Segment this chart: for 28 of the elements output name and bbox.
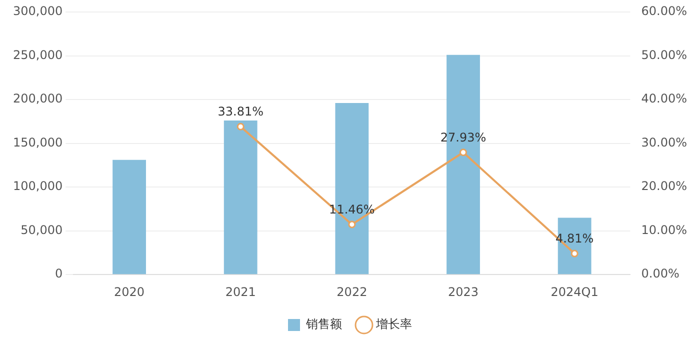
y-tick-label: 50,000 bbox=[20, 222, 63, 237]
legend-label: 销售额 bbox=[305, 317, 342, 332]
x-tick-label: 2023 bbox=[448, 284, 479, 299]
point bbox=[236, 122, 244, 130]
point bbox=[348, 220, 356, 228]
y2-tick-label: 50.00% bbox=[641, 48, 688, 62]
y2-tick-label: 40.00% bbox=[641, 92, 688, 106]
y2-tick-label: 30.00% bbox=[641, 135, 688, 150]
legend-label: 增长率 bbox=[375, 317, 412, 332]
point bbox=[570, 250, 578, 258]
y-tick-label: 0 bbox=[54, 266, 63, 281]
y2-tick-label: 20.00% bbox=[641, 179, 688, 194]
data-label: 33.81% bbox=[218, 104, 264, 119]
bar bbox=[224, 120, 258, 274]
x-tick-label: 2022 bbox=[336, 284, 368, 299]
y-tick-label: 200,000 bbox=[13, 92, 63, 106]
y-tick-label: 100,000 bbox=[13, 179, 63, 194]
point bbox=[460, 148, 468, 156]
y2-tick-label: 60.00% bbox=[641, 4, 688, 18]
bar bbox=[112, 160, 146, 274]
x-tick-label: 2020 bbox=[114, 284, 145, 299]
y2-tick-label: 10.00% bbox=[641, 222, 688, 237]
x-tick-label: 2024Q1 bbox=[550, 284, 598, 299]
y-tick-label: 150,000 bbox=[13, 135, 63, 150]
x-tick-label: 2021 bbox=[225, 284, 256, 299]
y-tick-label: 250,000 bbox=[13, 48, 63, 62]
y-tick-label: 300,000 bbox=[13, 4, 63, 18]
y2-tick-label: 0.00% bbox=[641, 266, 680, 281]
